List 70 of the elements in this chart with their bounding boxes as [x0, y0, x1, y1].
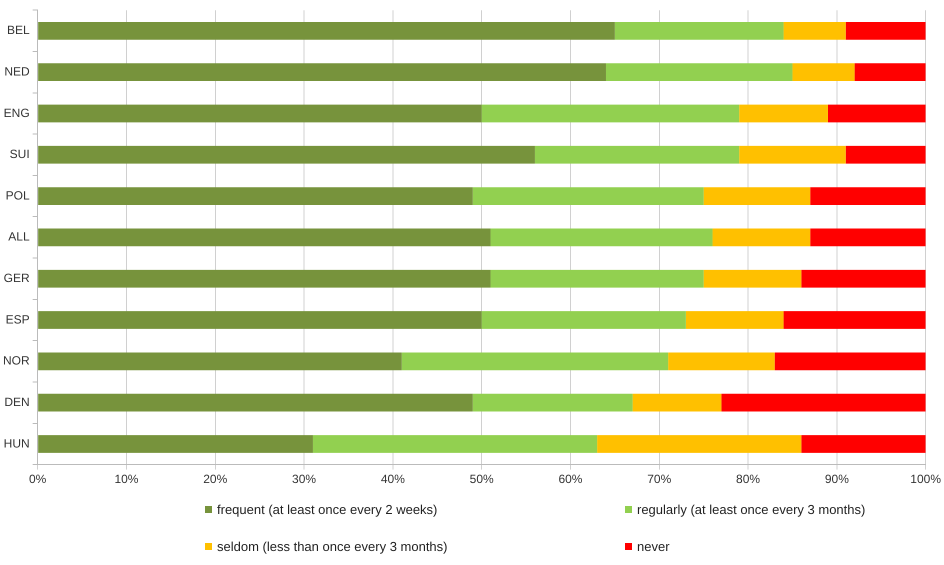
y-tick-label: DEN [4, 394, 30, 409]
bar [792, 63, 855, 82]
y-tick-label: NED [4, 64, 30, 78]
y-tick-label: NOR [2, 354, 30, 368]
x-tick-label: 10% [114, 472, 139, 486]
bar [846, 146, 926, 164]
x-tick-label: 50% [470, 472, 494, 486]
bar [784, 22, 846, 40]
bar [801, 435, 926, 453]
bar [712, 228, 810, 246]
bar [38, 104, 482, 122]
y-tick-label: ALL [8, 230, 30, 244]
bar [828, 104, 926, 122]
bar [704, 270, 802, 288]
bar [472, 394, 633, 412]
y-tick-label: SUI [10, 147, 30, 162]
bar [472, 187, 704, 205]
y-tick-label: POL [6, 188, 30, 202]
bar [38, 187, 473, 205]
bar [597, 435, 802, 453]
bar [846, 22, 926, 40]
bar [38, 270, 491, 288]
bar [38, 228, 491, 246]
x-tick-label: 0% [28, 472, 47, 486]
bar [854, 63, 926, 82]
bar [490, 270, 704, 288]
bar [312, 435, 598, 453]
bar [739, 146, 846, 164]
bar [721, 394, 926, 412]
legend-label: seldom (less than once every 3 months) [217, 539, 448, 554]
bar [38, 22, 615, 40]
legend-label: never [637, 539, 670, 554]
y-tick-label: ESP [6, 312, 30, 326]
bar [686, 311, 784, 329]
bar [38, 352, 402, 370]
bar [534, 146, 740, 164]
bar [482, 311, 686, 329]
bar [810, 228, 926, 246]
bar [490, 228, 713, 246]
y-tick-label: HUN [4, 436, 30, 450]
y-tick-label: GER [4, 271, 30, 286]
bar [632, 394, 722, 412]
x-tick-label: 60% [558, 472, 583, 486]
bar [704, 187, 810, 205]
bar [668, 352, 775, 370]
x-tick-label: 90% [824, 472, 850, 486]
bar [38, 435, 313, 453]
bar [810, 187, 926, 205]
bar [402, 352, 668, 370]
x-tick-label: 100% [910, 472, 942, 486]
bar [38, 63, 606, 82]
y-tick-label: BEL [6, 23, 30, 38]
x-tick-label: 70% [647, 472, 672, 486]
x-tick-label: 20% [203, 472, 228, 486]
bar [614, 22, 784, 40]
x-tick-label: 30% [292, 472, 316, 486]
bar [739, 104, 828, 122]
x-tick-label: 40% [380, 472, 406, 486]
legend-label: regularly (at least once every 3 months) [637, 502, 866, 517]
bar [784, 311, 926, 329]
legend-label: frequent (at least once every 2 weeks) [217, 502, 438, 517]
bar [38, 394, 473, 412]
bar [606, 63, 792, 82]
x-tick-label: 80% [736, 472, 760, 486]
bar [38, 146, 535, 164]
bar [801, 270, 926, 288]
bar [774, 352, 926, 370]
bar [482, 104, 740, 122]
bar [38, 311, 482, 329]
y-tick-label: ENG [4, 106, 30, 120]
